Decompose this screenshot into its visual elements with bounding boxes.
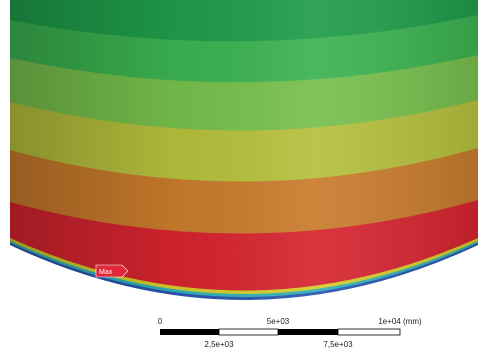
max-probe: Max — [96, 265, 128, 277]
cylinder-model — [10, 0, 478, 300]
scale-segment — [160, 329, 219, 335]
scale-segment — [338, 329, 400, 335]
viewport: Max 0 5e+03 1e+04 (mm) 2,5e+03 7,5e+03 — [0, 0, 484, 355]
scale-label: 1e+04 (mm) — [378, 317, 422, 326]
scale-label: 0 — [158, 317, 163, 326]
shading — [10, 0, 478, 300]
scale-segment — [219, 329, 278, 335]
scale-segment — [278, 329, 338, 335]
scale-label: 7,5e+03 — [323, 340, 353, 349]
max-label: Max — [99, 269, 113, 276]
scale-label: 5e+03 — [267, 317, 290, 326]
scale-label: 2,5e+03 — [204, 340, 234, 349]
scale-bar: 0 5e+03 1e+04 (mm) 2,5e+03 7,5e+03 — [158, 317, 422, 349]
page: Max 0 5e+03 1e+04 (mm) 2,5e+03 7,5e+03 (… — [0, 0, 484, 355]
